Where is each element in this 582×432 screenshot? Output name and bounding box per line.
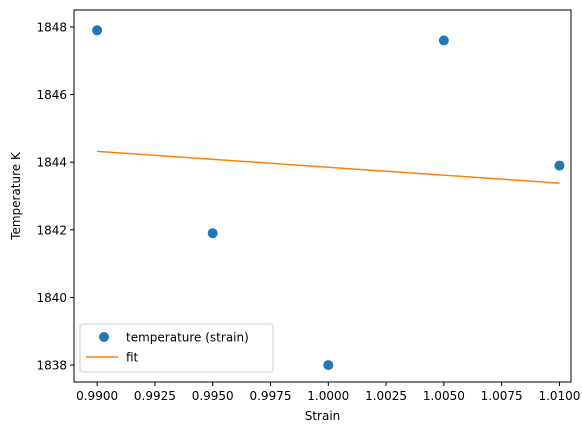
x-tick-label: 0.9975 [249, 389, 291, 403]
x-tick-label: 1.0000 [307, 389, 349, 403]
y-tick-label: 1846 [36, 88, 67, 102]
y-tick-label: 1840 [36, 291, 67, 305]
y-tick-label: 1848 [36, 20, 67, 34]
x-tick-label: 1.0025 [365, 389, 407, 403]
x-tick-label: 0.9950 [192, 389, 234, 403]
data-point [207, 228, 218, 239]
x-tick-label: 1.0100 [538, 389, 580, 403]
y-axis-label: Temperature K [9, 151, 23, 241]
legend-label-temperature: temperature (strain) [126, 331, 249, 345]
x-tick-label: 0.9925 [134, 389, 176, 403]
data-point [554, 160, 565, 171]
y-tick-label: 1838 [36, 359, 67, 373]
y-tick-label: 1844 [36, 156, 67, 170]
legend-marker-temperature [99, 332, 109, 342]
x-tick-label: 1.0075 [481, 389, 523, 403]
x-axis-label: Strain [305, 409, 341, 423]
legend-box [79, 323, 274, 373]
legend: temperature (strain) fit [79, 323, 274, 373]
data-point [438, 35, 449, 46]
legend-label-fit: fit [126, 351, 139, 365]
x-tick-label: 1.0050 [423, 389, 465, 403]
fit-line [97, 150, 560, 184]
plot-area-frame [73, 9, 572, 383]
data-point [323, 360, 334, 371]
y-tick-label: 1842 [36, 223, 67, 237]
data-point [92, 25, 103, 36]
x-tick-label: 0.9900 [76, 389, 118, 403]
